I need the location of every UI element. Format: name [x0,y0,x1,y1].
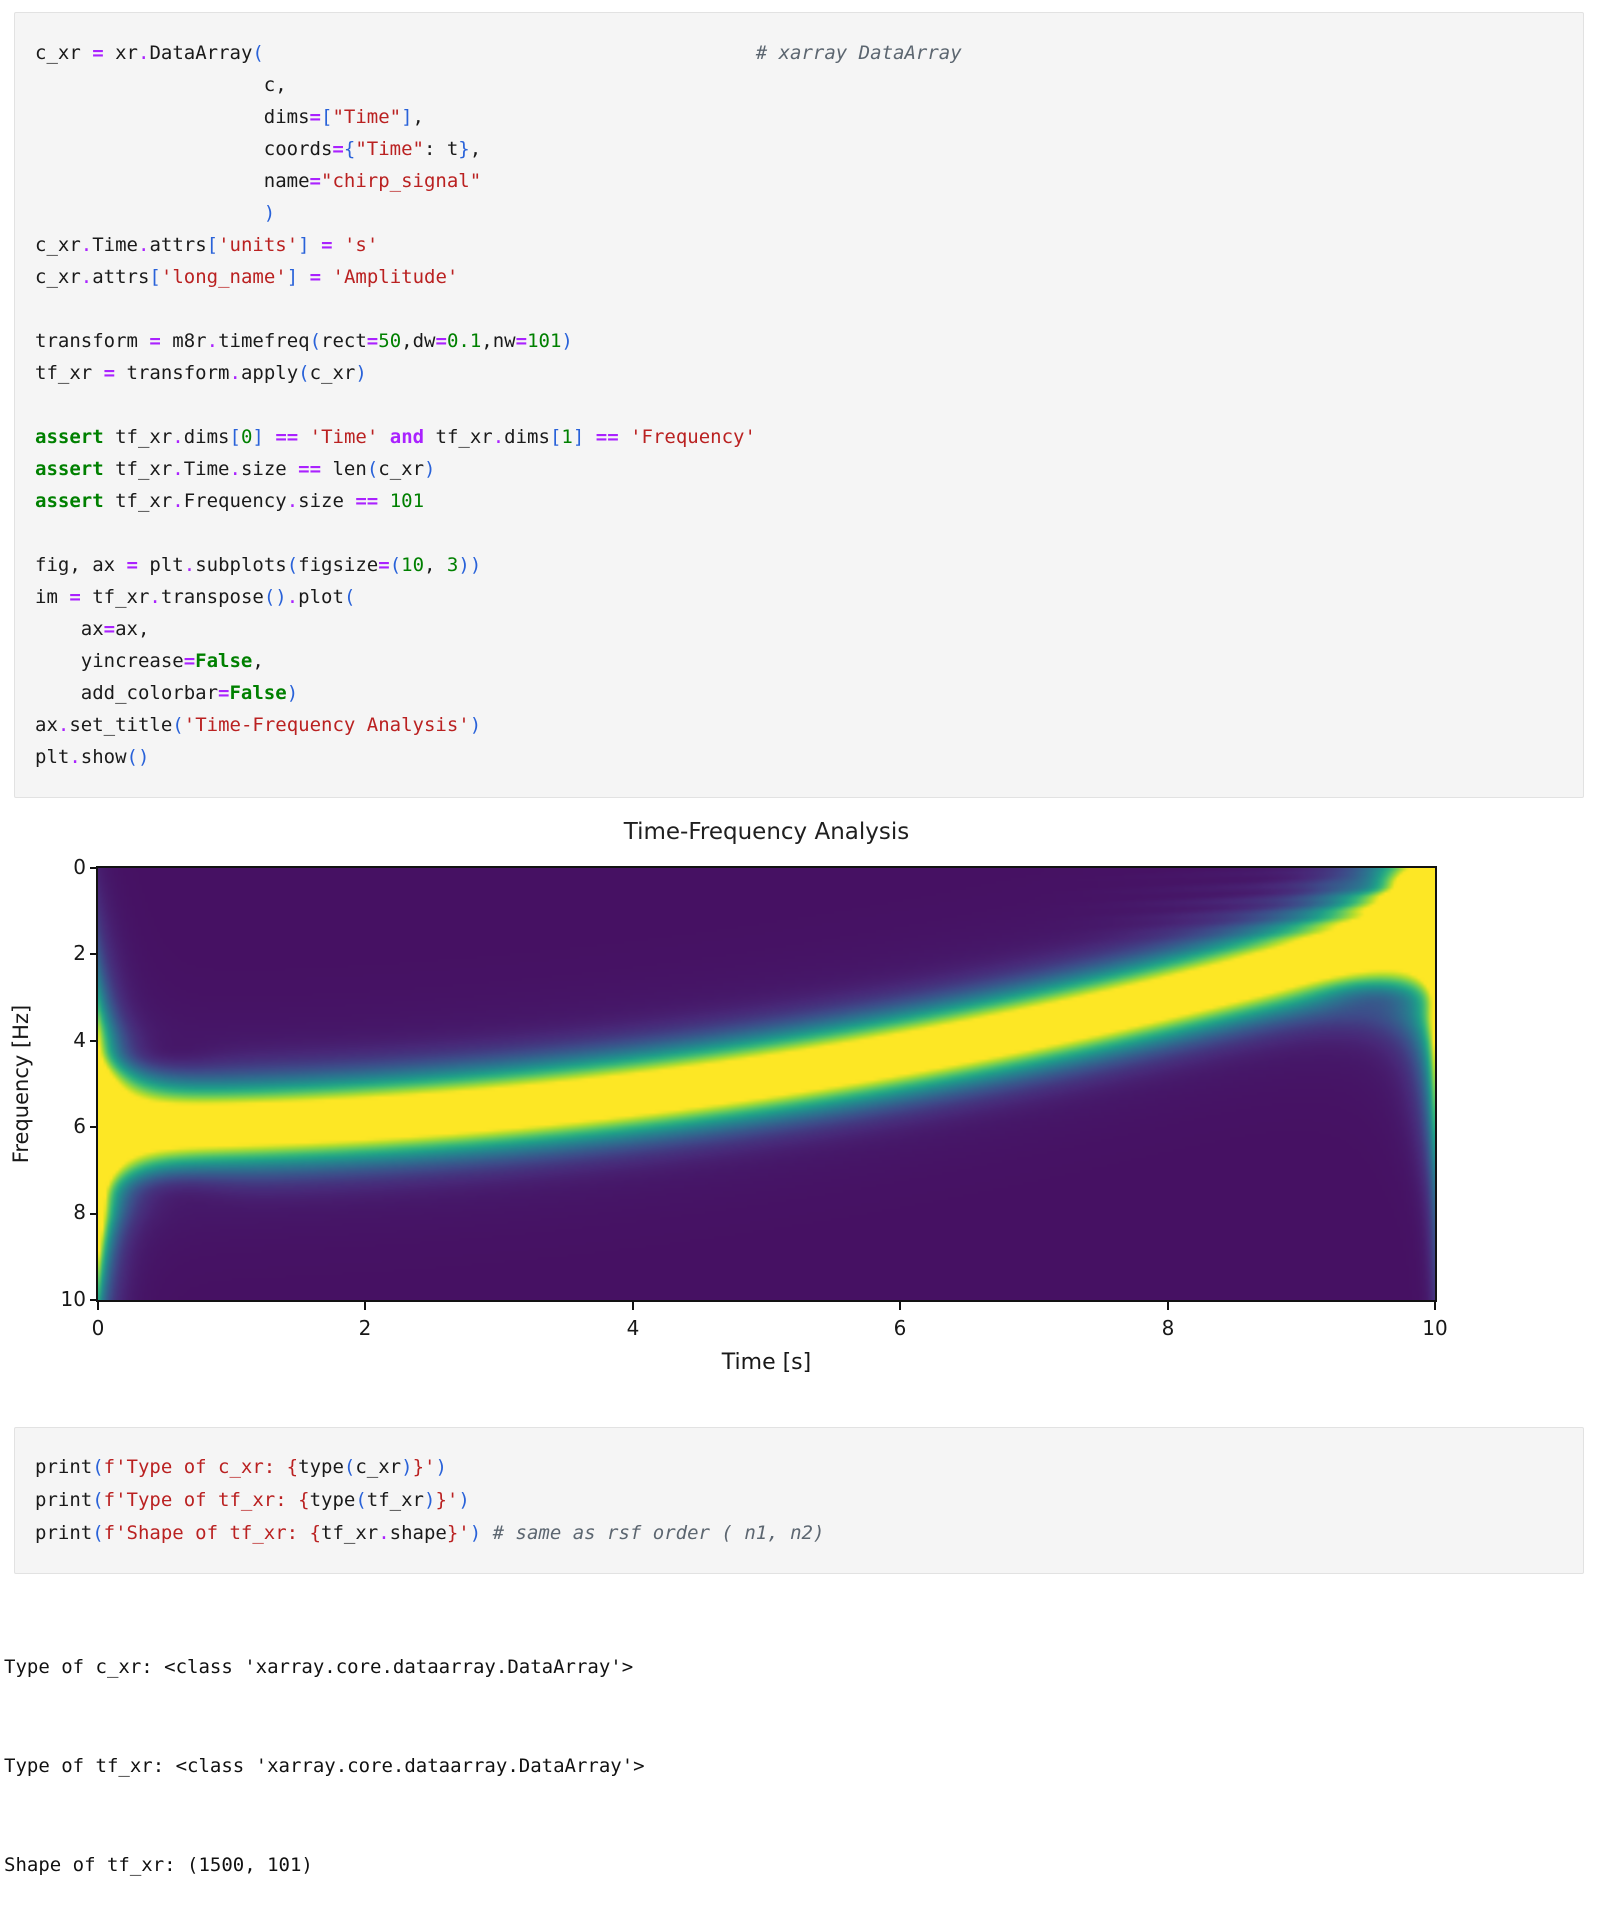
code-line: tf_xr = transform.apply(c_xr) [35,362,367,384]
code-line: assert tf_xr.dims[0] == 'Time' and tf_xr… [35,426,756,448]
y-tick-mark [90,1040,98,1042]
y-axis-tick-label: 8 [73,1200,86,1224]
x-axis-label: Time [s] [721,1350,812,1375]
code-line: c_xr.Time.attrs['units'] = 's' [35,234,379,256]
x-tick-mark [899,1302,901,1310]
code-line: print(f'Type of c_xr: {type(c_xr)}') [35,1456,447,1478]
code-line: assert tf_xr.Frequency.size == 101 [35,490,425,512]
plot-title: Time-Frequency Analysis [623,819,910,845]
x-axis-tick-label: 2 [358,1316,372,1340]
y-tick-mark [90,1299,98,1301]
code-line: ) [263,202,276,224]
figure-output: Time-Frequency Analysis 0 2 4 6 8 10 0 2… [0,810,1600,1410]
y-tick-mark [90,1213,98,1215]
code-line: plt.show() [35,746,150,768]
code-line: yincrease=False, [35,650,264,672]
output-line: Shape of tf_xr: (1500, 101) [4,1854,313,1876]
code-line: print(f'Type of tf_xr: {type(tf_xr)}') [35,1489,470,1511]
notebook-page: { "cell1": { "lines": [ [["d","c_xr "],[… [0,12,1600,1876]
code-line: print(f'Shape of tf_xr: {tf_xr.shape}') … [35,1522,825,1544]
output-line: Type of c_xr: <class 'xarray.core.dataar… [4,1656,634,1678]
output-line: Type of tf_xr: <class 'xarray.core.dataa… [4,1755,645,1777]
y-tick-mark [90,867,98,869]
code-line [35,293,1563,325]
y-tick-mark [90,1126,98,1128]
x-axis-tick-label: 8 [1161,1316,1175,1340]
code-line: ax.set_title('Time-Frequency Analysis') [35,714,482,736]
code-line: c_xr.attrs['long_name'] = 'Amplitude' [35,266,459,288]
y-tick-mark [90,953,98,955]
x-axis-tick-label: 4 [626,1316,640,1340]
code-line: im = tf_xr.transpose().plot( [35,586,356,608]
y-axis-tick-label: 0 [73,855,86,879]
x-tick-mark [632,1302,634,1310]
code-cell-1[interactable]: c_xr = xr.DataArray( # xarray DataArray … [14,12,1584,798]
x-axis-tick-label: 6 [893,1316,907,1340]
code-line: c_xr = xr.DataArray( # xarray DataArray [35,42,962,64]
y-axis-tick-label: 4 [73,1028,86,1052]
x-axis-tick-label: 0 [91,1316,105,1340]
y-axis-tick-label: 2 [73,941,86,965]
code-line: transform = m8r.timefreq(rect=50,dw=0.1,… [35,330,573,352]
code-editor-1[interactable]: c_xr = xr.DataArray( # xarray DataArray … [15,13,1583,797]
x-tick-mark [1434,1302,1436,1310]
code-line: ax=ax, [35,618,150,640]
x-tick-mark [364,1302,366,1310]
code-line: assert tf_xr.Time.size == len(c_xr) [35,458,436,480]
code-line: coords={"Time": t}, [35,138,482,160]
code-cell-2[interactable]: print(f'Type of c_xr: {type(c_xr)}')prin… [14,1427,1584,1574]
y-axis-label: Frequency [Hz] [9,1004,33,1164]
spectrogram-image [98,868,1435,1300]
code-line: c, [35,74,287,96]
code-line: add_colorbar=False) [35,682,299,704]
text-output: Type of c_xr: <class 'xarray.core.dataar… [4,1585,645,1915]
y-axis-tick-label: 10 [60,1287,86,1311]
x-tick-mark [1167,1302,1169,1310]
code-line [35,517,1563,549]
code-line: name="chirp_signal" [35,170,482,192]
code-line: dims=["Time"], [35,106,424,128]
x-axis-tick-label: 10 [1422,1316,1448,1340]
code-editor-2[interactable]: print(f'Type of c_xr: {type(c_xr)}')prin… [15,1428,1583,1573]
code-line: fig, ax = plt.subplots(figsize=(10, 3)) [35,554,482,576]
y-axis-tick-label: 6 [73,1114,86,1138]
x-tick-mark [97,1302,99,1310]
code-line [35,389,1563,421]
